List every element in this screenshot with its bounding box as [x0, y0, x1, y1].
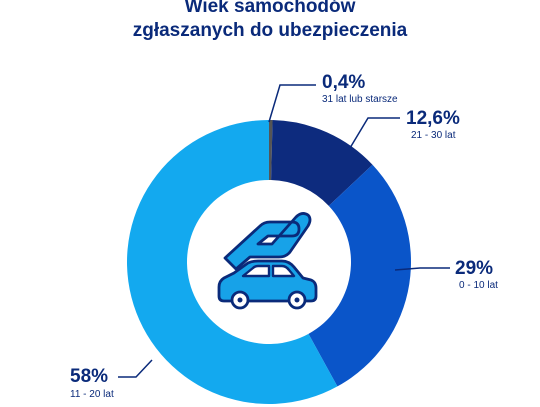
chart-title-line-1: Wiek samochodów: [184, 0, 356, 17]
leader-line-1: [349, 117, 400, 149]
leader-line-0: [268, 84, 316, 123]
donut-slice-3: [127, 120, 338, 404]
donut-slice-0: [269, 120, 273, 181]
donut-slice-2: [308, 164, 412, 387]
car-hub-left-icon: [237, 297, 243, 303]
slice-category-2: 0 - 10 lat: [459, 280, 498, 291]
slice-label-2: 29%: [455, 258, 494, 279]
leader-line-2: [394, 267, 450, 271]
donut-slice-1: [271, 120, 373, 206]
slice-label-1: 12,6%: [406, 108, 460, 129]
slice-category-0: 31 lat lub starsze: [322, 94, 398, 105]
hand-icon: [223, 212, 312, 271]
car-icon: [217, 259, 318, 303]
car-hub-right-icon: [294, 297, 300, 303]
hand-car-icon: [217, 212, 318, 310]
leader-lines: [118, 84, 450, 378]
leader-line-3: [118, 359, 153, 378]
chart-title-line-2: zgłaszanych do ubezpieczenia: [132, 20, 408, 41]
car-windows-icon: [241, 264, 296, 278]
slice-category-3: 11 - 20 lat: [70, 389, 114, 400]
slice-label-3: 58%: [70, 366, 109, 387]
donut-slices: [127, 120, 412, 404]
slice-category-1: 21 - 30 lat: [411, 130, 456, 141]
slice-label-0: 0,4%: [322, 72, 366, 93]
